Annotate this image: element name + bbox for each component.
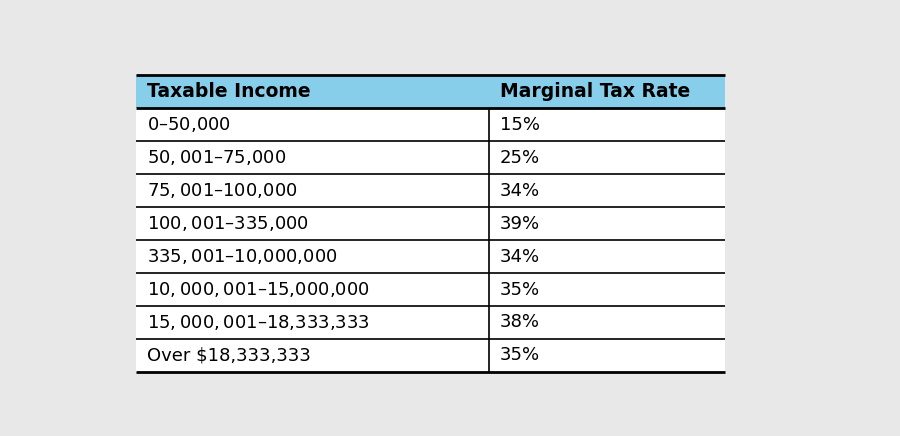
Text: 34%: 34% [500,182,540,200]
Text: Over $18,333,333: Over $18,333,333 [147,346,310,364]
Text: 39%: 39% [500,215,540,233]
Text: $10,000,001 – $15,000,000: $10,000,001 – $15,000,000 [147,280,369,299]
Text: 38%: 38% [500,313,540,331]
Text: $335,001 – $10,000,000: $335,001 – $10,000,000 [147,247,338,266]
Text: 35%: 35% [500,346,540,364]
Bar [136,75,724,109]
Text: 35%: 35% [500,280,540,299]
Bar [136,75,724,372]
Text: 15%: 15% [500,116,540,134]
Text: $100,001 – $335,000: $100,001 – $335,000 [147,214,309,233]
Text: $15,000,001 – $18,333,333: $15,000,001 – $18,333,333 [147,313,369,332]
Text: Marginal Tax Rate: Marginal Tax Rate [500,82,690,102]
Text: 34%: 34% [500,248,540,266]
Text: Taxable Income: Taxable Income [147,82,310,102]
Text: 25%: 25% [500,149,540,167]
Text: $75,001 – $100,000: $75,001 – $100,000 [147,181,297,200]
Text: $50,001 – $75,000: $50,001 – $75,000 [147,148,285,167]
Text: $0 – $50,000: $0 – $50,000 [147,116,230,134]
